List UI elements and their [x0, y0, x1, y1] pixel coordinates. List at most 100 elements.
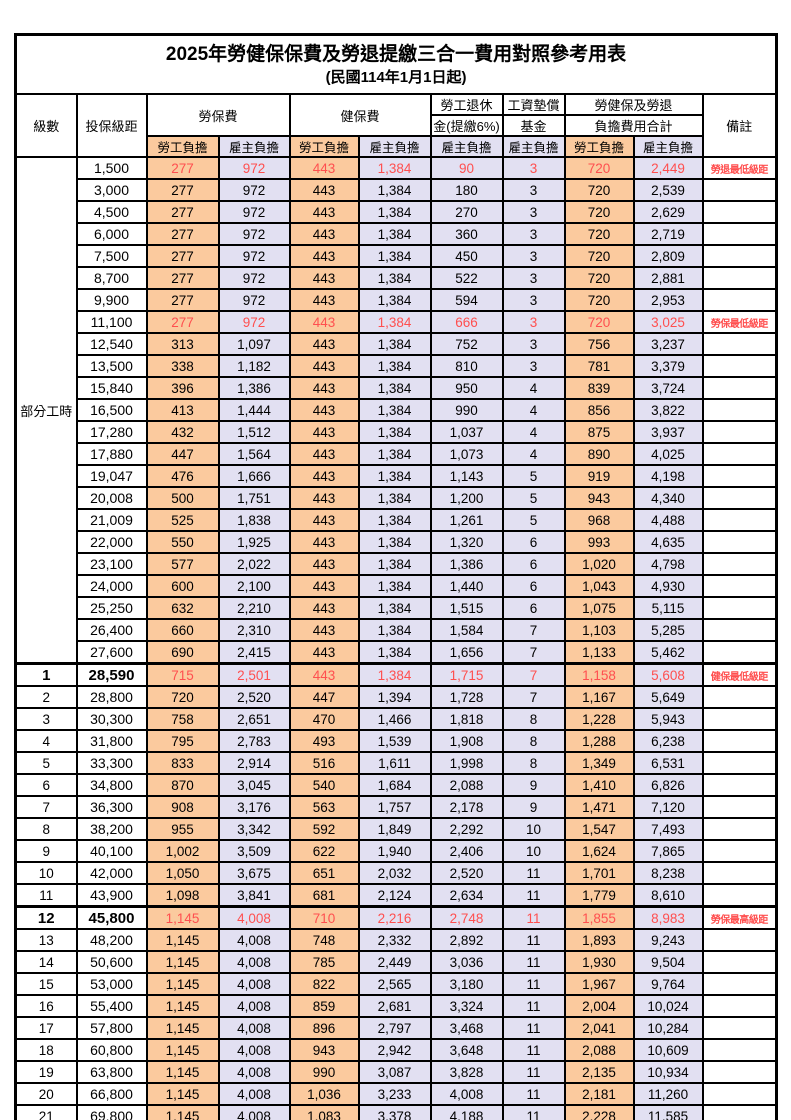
health-employer-cell: 1,684 [357, 773, 432, 797]
total-employee-cell: 720 [563, 266, 635, 290]
health-employee-cell: 896 [288, 1016, 360, 1040]
health-employer-cell: 1,384 [357, 398, 432, 422]
insured-bracket-cell: 24,000 [75, 574, 148, 598]
pension-employer-cell: 752 [429, 332, 504, 356]
health-employer-cell: 1,384 [357, 530, 432, 554]
health-employer-cell: 1,384 [357, 442, 432, 466]
wage-fund-employer-cell: 6 [501, 530, 566, 554]
wage-fund-employer-cell: 4 [501, 398, 566, 422]
labor-employer-cell: 972 [217, 244, 291, 268]
labor-employer-cell: 2,415 [217, 640, 291, 665]
health-employee-cell: 443 [288, 244, 360, 268]
wage-fund-employer-cell: 11 [501, 861, 566, 885]
remark-cell [701, 1016, 778, 1040]
labor-employer-cell: 4,008 [217, 928, 291, 952]
health-employer-cell: 1,757 [357, 795, 432, 819]
total-employer-cell: 11,260 [632, 1082, 704, 1106]
insured-bracket-cell: 34,800 [75, 773, 148, 797]
total-employer-cell: 2,953 [632, 288, 704, 312]
insured-bracket-cell: 40,100 [75, 839, 148, 863]
table-row: 12,540 313 1,097 443 1,384 752 3 756 3,237 [16, 332, 778, 356]
table-row: 7,500 277 972 443 1,384 450 3 720 2,809 [16, 244, 778, 268]
insured-bracket-cell: 19,047 [75, 464, 148, 488]
table-row: 19 63,800 1,145 4,008 990 3,087 3,828 11 2,135 10… [14, 1060, 778, 1084]
health-employer-cell: 2,942 [357, 1038, 432, 1062]
level-cell: 8 [14, 817, 78, 841]
table-row: 17 57,800 1,145 4,008 896 2,797 3,468 11 2,041 10… [14, 1016, 778, 1040]
health-employer-cell: 1,466 [357, 707, 432, 731]
health-employee-cell: 748 [288, 928, 360, 952]
total-employer-cell: 5,649 [632, 685, 704, 709]
health-employee-cell: 443 [288, 288, 360, 312]
labor-employee-cell: 660 [145, 618, 220, 642]
wage-fund-employer-cell: 4 [501, 376, 566, 400]
remark-cell [701, 839, 778, 863]
wage-fund-employer-cell: 3 [501, 222, 566, 246]
labor-employer-cell: 4,008 [217, 1016, 291, 1040]
level-cell: 17 [14, 1016, 78, 1040]
total-employer-cell: 8,238 [632, 861, 704, 885]
health-employer-cell: 1,384 [357, 552, 432, 576]
insured-bracket-cell: 6,000 [75, 222, 148, 246]
health-employer-cell: 1,384 [357, 332, 432, 356]
col-header-remark: 備註 [701, 93, 778, 158]
total-employee-cell: 2,041 [563, 1016, 635, 1040]
remark-cell [701, 817, 778, 841]
table-row: 19,047 476 1,666 443 1,384 1,143 5 919 4,198 [16, 464, 778, 488]
labor-employer-cell: 2,501 [217, 662, 291, 687]
table-row: 7 36,300 908 3,176 563 1,757 2,178 9 1,471 7,120 [14, 795, 778, 819]
remark-cell [701, 376, 778, 400]
health-employee-cell: 443 [288, 464, 360, 488]
table-row: 20 66,800 1,145 4,008 1,036 3,233 4,008 11 2,181… [14, 1082, 778, 1106]
labor-employee-cell: 550 [145, 530, 220, 554]
remark-cell [701, 486, 778, 510]
labor-employer-cell: 972 [217, 200, 291, 224]
remark-cell [701, 508, 778, 532]
premium-reference-table: 2025年勞健保保費及勞退提繳三合一費用對照參考用表 (民國114年1月1日起)… [14, 33, 779, 1120]
pension-employer-cell: 1,261 [429, 508, 504, 532]
insured-bracket-cell: 33,300 [75, 751, 148, 775]
total-employee-cell: 943 [563, 486, 635, 510]
table-row: 6 34,800 870 3,045 540 1,684 2,088 9 1,410 6,826 [14, 773, 778, 797]
health-employee-cell: 443 [288, 332, 360, 356]
remark-cell [701, 883, 778, 908]
table-row: 23,100 577 2,022 443 1,384 1,386 6 1,020 4,798 [16, 552, 778, 576]
health-employer-cell: 2,216 [357, 905, 432, 930]
wage-fund-employer-cell: 11 [501, 928, 566, 952]
remark-cell [701, 1060, 778, 1084]
table-row: 18 60,800 1,145 4,008 943 2,942 3,648 11 2,088 10… [14, 1038, 778, 1062]
remark-cell: 健保最低級距 [701, 662, 778, 687]
col-header-level: 級數 [14, 93, 78, 158]
insured-bracket-cell: 48,200 [75, 928, 148, 952]
table-row: 8 38,200 955 3,342 592 1,849 2,292 10 1,547 7,493 [14, 817, 778, 841]
wage-fund-employer-cell: 11 [501, 883, 566, 908]
total-employer-cell: 8,983 [632, 905, 704, 930]
wage-fund-employer-cell: 6 [501, 596, 566, 620]
wage-fund-employer-cell: 11 [501, 994, 566, 1018]
labor-employee-cell: 833 [145, 751, 220, 775]
wage-fund-employer-cell: 5 [501, 486, 566, 510]
labor-employee-cell: 1,145 [145, 1016, 220, 1040]
total-employee-cell: 919 [563, 464, 635, 488]
labor-employer-cell: 1,097 [217, 332, 291, 356]
pension-employer-cell: 4,008 [429, 1082, 504, 1106]
health-employer-cell: 1,384 [357, 596, 432, 620]
insured-bracket-cell: 16,500 [75, 398, 148, 422]
labor-employee-cell: 413 [145, 398, 220, 422]
health-employer-cell: 3,087 [357, 1060, 432, 1084]
insured-bracket-cell: 31,800 [75, 729, 148, 753]
table-row: 1 28,590 715 2,501 443 1,384 1,715 7 1,158 5,608 健… [14, 662, 778, 687]
pension-employer-cell: 2,634 [429, 883, 504, 908]
wage-fund-employer-cell: 10 [501, 817, 566, 841]
remark-cell [701, 574, 778, 598]
header-row-burden: 勞工負擔 雇主負擔 勞工負擔 雇主負擔 雇主負擔 雇主負擔 勞工負擔 雇主負擔 [16, 135, 777, 158]
col-header-total-line1: 勞健保及勞退 [563, 93, 704, 116]
total-employee-cell: 720 [563, 310, 635, 334]
labor-employer-cell: 2,310 [217, 618, 291, 642]
level-cell: 2 [14, 685, 78, 709]
remark-cell [701, 707, 778, 731]
subheader-total-employer: 雇主負擔 [632, 135, 704, 158]
wage-fund-employer-cell: 3 [501, 288, 566, 312]
total-employer-cell: 9,243 [632, 928, 704, 952]
